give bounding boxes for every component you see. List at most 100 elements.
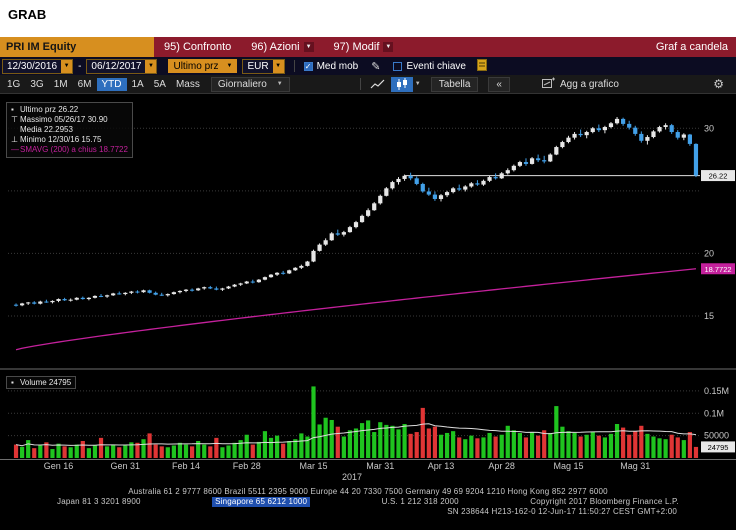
date-from-input[interactable]: 12/30/2016 ▼: [2, 58, 74, 74]
volume-bar: [505, 425, 510, 458]
candle: [44, 301, 49, 303]
period-tab-6m[interactable]: 6M: [77, 78, 92, 90]
volume-bar: [487, 432, 492, 458]
candle: [554, 147, 559, 155]
add-chart-icon: [541, 77, 555, 91]
volume-bar: [414, 432, 419, 458]
chevron-down-icon[interactable]: ▼: [272, 59, 284, 73]
menu-item[interactable]: 96) Azioni ▼: [251, 41, 314, 53]
volume-bar: [693, 446, 699, 458]
period-tab-mass[interactable]: Mass: [175, 78, 200, 90]
candle: [92, 295, 98, 298]
volume-bar: [311, 386, 316, 458]
candle: [529, 158, 535, 164]
candle: [189, 289, 195, 291]
volume-bar: [681, 440, 686, 458]
currency-selector[interactable]: EUR ▼: [242, 58, 285, 74]
calendar-dropdown-icon[interactable]: ▼: [61, 59, 73, 73]
period-tab-1g[interactable]: 1G: [7, 78, 21, 90]
volume-bar: [384, 424, 389, 458]
candle: [372, 203, 377, 211]
volume-bar: [372, 432, 377, 458]
frequency-selector[interactable]: Giornaliero ▼: [210, 76, 290, 92]
candle: [250, 281, 255, 283]
volume-bar: [220, 447, 225, 458]
function-title: Graf a candela: [655, 41, 728, 53]
chart-svg[interactable]: 30 20 15 0.15M 0.1M 50000 Gen 16 Gen 31 Feb 14 Fe…: [0, 94, 736, 482]
candle: [244, 281, 249, 284]
candle: [675, 132, 680, 138]
candle: [493, 177, 498, 179]
candle: [68, 299, 73, 301]
volume-bar: [438, 434, 444, 458]
volume-legend: ▪ Volume 24795: [6, 376, 77, 389]
chart-area[interactable]: 30 20 15 0.15M 0.1M 50000 Gen 16 Gen 31 Feb 14 Fe…: [0, 94, 736, 482]
volume-bar: [214, 437, 219, 458]
volume-bar: [578, 436, 583, 458]
tabella-button[interactable]: Tabella: [430, 76, 479, 92]
volume-bar: [183, 444, 189, 458]
price-field-selector[interactable]: Ultimo prz ▼: [168, 59, 238, 73]
collapse-panel-button[interactable]: «: [488, 76, 510, 92]
volume-bar: [633, 431, 638, 458]
candle: [663, 125, 668, 128]
candle: [305, 261, 310, 266]
line-chart-icon[interactable]: [367, 77, 389, 91]
volume-bar: [396, 429, 401, 458]
chevron-down-icon[interactable]: ▼: [414, 81, 421, 87]
volume-bar: [335, 426, 340, 458]
candle-chart-icon[interactable]: [390, 76, 413, 92]
date-to-input[interactable]: 06/12/2017 ▼: [86, 58, 158, 74]
volume-bar: [177, 442, 183, 458]
candle: [262, 277, 268, 280]
candle: [226, 286, 231, 289]
volume-bar: [329, 419, 334, 458]
med-mob-checkbox[interactable]: ✓ Med mob: [303, 60, 359, 72]
footer-phone-line: Australia 61 2 9777 8600 Brazil 5511 239…: [128, 487, 608, 496]
volume-bar: [572, 432, 577, 458]
volume-bar: [378, 422, 383, 458]
menu-item[interactable]: 97) Modif ▼: [333, 41, 394, 53]
x-axis-label: Apr 13: [428, 461, 455, 471]
footer-phone-line-2: Japan 81 3 3201 8900 Singapore 65 6212 1…: [57, 497, 679, 507]
agg-a-grafico-button[interactable]: Agg a grafico: [541, 77, 619, 91]
legend-row: —SMAVG (200) a chius 18.7722: [11, 145, 128, 154]
last-volume-badge: [701, 441, 735, 453]
candle: [402, 175, 407, 179]
candle: [86, 297, 91, 300]
volume-bar: [554, 406, 559, 458]
volume-bar: [353, 428, 359, 458]
period-tab-1m[interactable]: 1M: [53, 78, 68, 90]
candle: [621, 118, 626, 124]
candle: [256, 279, 261, 283]
volume-bar: [390, 425, 395, 458]
period-tab-3g[interactable]: 3G: [30, 78, 44, 90]
period-tab-ytd[interactable]: YTD: [96, 77, 127, 91]
volume-bar: [98, 437, 104, 458]
volume-bar: [135, 442, 140, 458]
period-tab-1a[interactable]: 1A: [131, 78, 144, 90]
last-price-badge-label: 26.22: [709, 172, 728, 181]
chart-toolbar: 1G 3G 1M 6M YTD 1A 5A Mass Giornaliero ▼ ▼ Tabe…: [0, 75, 736, 94]
date-range-separator: -: [78, 60, 82, 72]
calendar-dropdown-icon[interactable]: ▼: [145, 59, 157, 73]
footer-session-info: SN 238644 H213-162-0 12-Jun-17 11:50:27 …: [447, 507, 677, 516]
annotation-note-icon[interactable]: [476, 58, 487, 74]
volume-bar: [159, 446, 164, 458]
volume-ma-line: [15, 423, 697, 447]
pencil-icon[interactable]: ✎: [371, 60, 381, 73]
volume-bar: [366, 420, 371, 458]
settings-gear-icon[interactable]: ⚙: [713, 77, 724, 91]
ticker-field[interactable]: PRI IM Equity: [0, 37, 154, 57]
candle: [517, 162, 523, 166]
legend-marker-icon: ▪: [11, 105, 14, 114]
candle: [608, 123, 614, 128]
eventi-chiave-checkbox[interactable]: Eventi chiave: [393, 61, 466, 72]
volume-bar: [74, 444, 79, 458]
volume-bar: [226, 445, 231, 458]
candle: [457, 188, 462, 190]
period-tab-5a[interactable]: 5A: [153, 78, 166, 90]
volume-bar: [117, 447, 122, 458]
volume-bar: [189, 446, 195, 458]
menu-item[interactable]: 95) Confronto: [164, 41, 232, 53]
